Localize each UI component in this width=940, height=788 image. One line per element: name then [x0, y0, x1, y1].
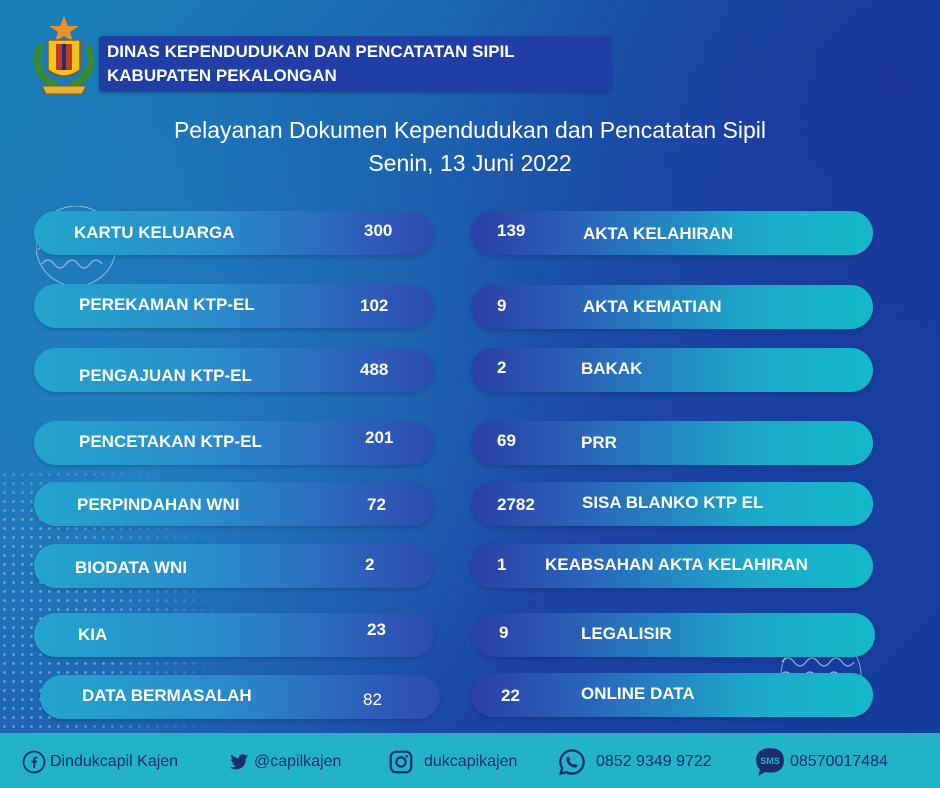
facebook-handle: Dindukcapil Kajen [50, 753, 179, 770]
stat-label: PENGAJUAN KTP-EL [79, 366, 252, 385]
stat-value: 82 [363, 690, 382, 709]
stat-value: 2 [365, 555, 375, 574]
stat-value: 201 [365, 428, 394, 447]
stat-label: AKTA KELAHIRAN [583, 224, 734, 243]
stat-row: PENCETAKAN KTP-EL 201 [34, 421, 434, 465]
stat-value: 102 [360, 296, 389, 315]
facebook-icon [22, 750, 46, 774]
stat-value: 2 [497, 358, 507, 377]
stat-label: SISA BLANKO KTP EL [582, 493, 764, 512]
stat-value: 22 [501, 686, 520, 705]
stat-label: KARTU KELUARGA [74, 223, 235, 242]
stat-value: 69 [497, 431, 516, 450]
twitter-icon [229, 754, 248, 770]
facebook-link[interactable]: Dindukcapil Kajen [22, 750, 178, 774]
stat-label: DATA BERMASALAH [82, 686, 252, 705]
stat-label: PERPINDAHAN WNI [77, 495, 240, 514]
stat-value: 9 [499, 623, 509, 642]
stat-label: KEABSAHAN AKTA KELAHIRAN [545, 555, 808, 574]
stat-label: LEGALISIR [581, 624, 672, 643]
stat-label: BIODATA WNI [75, 558, 188, 577]
instagram-handle: dukcapikajen [424, 753, 518, 770]
stat-label: PEREKAMAN KTP-EL [79, 295, 255, 314]
stat-label: KIA [78, 625, 108, 644]
stat-value: 139 [497, 221, 526, 240]
stat-row: KIA 23 [34, 613, 434, 657]
stat-row: 69 PRR [471, 421, 873, 465]
stat-row: PERPINDAHAN WNI 72 [34, 482, 434, 526]
twitter-link[interactable]: @capilkajen [226, 750, 341, 774]
stat-row: PEREKAMAN KTP-EL 102 [34, 284, 434, 328]
stat-row: 9 AKTA KEMATIAN [471, 285, 873, 329]
agency-name: DINAS KEPENDUDUKAN DAN PENCATATAN SIPIL [107, 42, 515, 61]
contact-footer: Dindukcapil Kajen @capilkajen dukcapikaj… [0, 733, 940, 788]
stat-row: PENGAJUAN KTP-EL 488 [34, 348, 434, 392]
instagram-icon [389, 750, 413, 774]
sms-number: 08570017484 [790, 753, 888, 770]
page-date: Senin, 13 Juni 2022 [368, 150, 572, 176]
sms-link[interactable]: SMS 08570017484 [754, 748, 888, 776]
stat-label: ONLINE DATA [581, 684, 695, 703]
stat-row: 22 ONLINE DATA [471, 673, 873, 717]
stat-value: 9 [497, 296, 507, 315]
stat-row: 2782 SISA BLANKO KTP EL [471, 482, 873, 526]
stat-row: KARTU KELUARGA 300 [34, 211, 434, 255]
stat-value: 23 [367, 620, 386, 639]
sms-badge-text: SMS [760, 756, 780, 766]
whatsapp-link[interactable]: 0852 9349 9722 [558, 749, 712, 776]
whatsapp-number: 0852 9349 9722 [596, 753, 712, 770]
stat-value: 1 [497, 555, 507, 574]
stat-label: BAKAK [581, 359, 643, 378]
stat-row: 9 LEGALISIR [473, 613, 875, 657]
stat-value: 72 [367, 495, 386, 514]
twitter-handle: @capilkajen [254, 753, 342, 770]
stat-value: 2782 [497, 495, 535, 514]
page-title: Pelayanan Dokumen Kependudukan dan Penca… [173, 117, 767, 143]
stat-label: PRR [581, 433, 617, 452]
stat-value: 300 [364, 221, 393, 240]
whatsapp-icon [559, 749, 585, 776]
stat-value: 488 [360, 360, 389, 379]
stat-row: 2 BAKAK [471, 348, 873, 392]
stat-label: PENCETAKAN KTP-EL [79, 432, 262, 451]
stat-row: BIODATA WNI 2 [34, 544, 434, 588]
stat-row: 139 AKTA KELAHIRAN [471, 211, 873, 255]
kabupaten-logo [34, 16, 94, 95]
sms-icon: SMS [756, 748, 784, 776]
header-box: DINAS KEPENDUDUKAN DAN PENCATATAN SIPIL … [99, 36, 611, 92]
stat-row: 1 KEABSAHAN AKTA KELAHIRAN [471, 544, 873, 588]
stat-row: DATA BERMASALAH 82 [40, 675, 440, 719]
stat-label: AKTA KEMATIAN [583, 297, 722, 316]
instagram-link[interactable]: dukcapikajen [388, 750, 517, 774]
regency-name: KABUPATEN PEKALONGAN [107, 66, 337, 85]
